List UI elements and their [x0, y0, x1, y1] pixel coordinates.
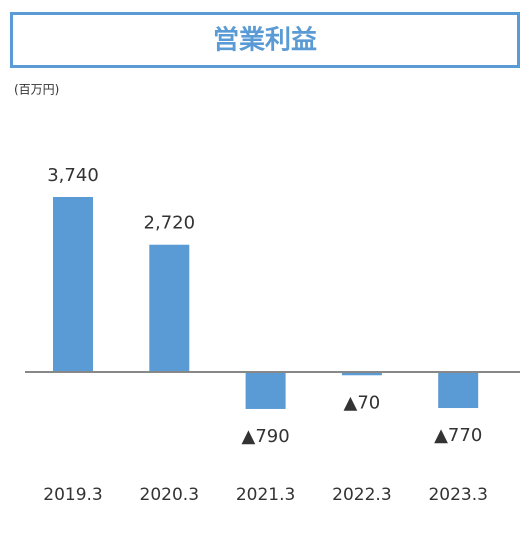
bar	[438, 372, 479, 409]
value-label: ▲70	[344, 392, 381, 413]
bar	[149, 244, 190, 372]
bar	[53, 197, 93, 372]
x-tick-label: 2021.3	[236, 485, 295, 505]
value-label: 3,740	[47, 165, 99, 186]
x-tick-label: 2019.3	[43, 485, 102, 505]
value-label: 2,720	[144, 213, 196, 234]
bar	[245, 372, 286, 409]
x-tick-label: 2023.3	[428, 485, 487, 505]
x-tick-label: 2020.3	[140, 485, 199, 505]
value-label: ▲770	[434, 425, 482, 446]
title-box	[10, 12, 520, 68]
unit-label: (百万円)	[14, 83, 59, 97]
x-tick-label: 2022.3	[332, 485, 391, 505]
chart-title: 営業利益	[213, 26, 317, 56]
bar	[341, 372, 382, 376]
value-label: ▲790	[241, 426, 289, 447]
